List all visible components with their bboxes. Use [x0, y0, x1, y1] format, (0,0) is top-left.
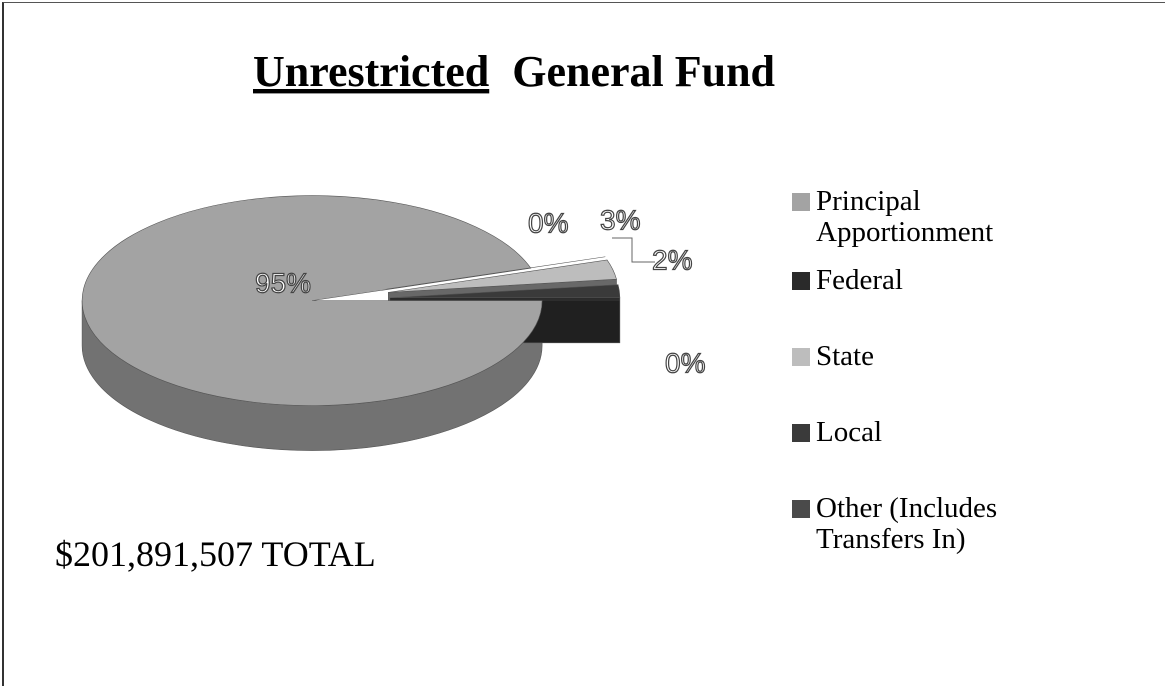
pie-slice [81, 195, 543, 406]
legend-label: Local [816, 416, 883, 448]
chart-title: Unrestricted General Fund [253, 47, 775, 96]
legend-swatch [792, 500, 810, 518]
legend-label: State [816, 340, 874, 372]
legend-label: Principal Apportionment [816, 185, 994, 248]
legend-label: Federal [816, 264, 903, 296]
legend-entry: Other (Includes Transfers In) [792, 493, 1092, 555]
legend-swatch [792, 193, 810, 211]
legend-entry: Local [792, 417, 1092, 448]
value-label: 2% [652, 244, 692, 275]
value-label: 3% [600, 204, 640, 235]
value-label: 0% [665, 347, 705, 378]
value-label: 0% [528, 207, 568, 238]
pie-tops [81, 195, 621, 406]
pie-slice [388, 259, 617, 293]
legend-label: Other (Includes Transfers In) [816, 492, 998, 555]
legend-swatch [792, 424, 810, 442]
total-annotation: $201,891,507 TOTAL [55, 534, 376, 574]
title-emphasis: Unrestricted [253, 47, 489, 96]
title-rest: General Fund [512, 47, 775, 96]
legend-swatch [792, 348, 810, 366]
value-label: 95% [255, 267, 311, 298]
legend-entry: State [792, 341, 1092, 372]
legend-entry: Principal Apportionment [792, 186, 1092, 248]
leader-line [612, 237, 655, 263]
pie-slice [389, 284, 621, 299]
legend-swatch [792, 272, 810, 290]
legend-entry: Federal [792, 265, 1092, 296]
